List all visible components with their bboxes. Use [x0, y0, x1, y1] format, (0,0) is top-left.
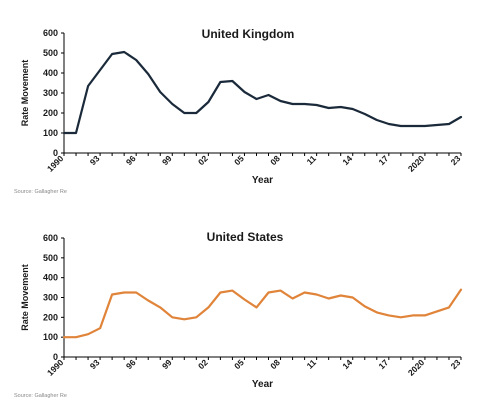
chart-1-y-tick-label: 300	[43, 88, 58, 98]
chart-1-title: United Kingdom	[202, 27, 295, 41]
chart-2-y-tick-label: 500	[43, 253, 58, 263]
chart-1-y-tick-label: 0	[53, 148, 58, 158]
chart-1-y-tick-label: 600	[43, 28, 58, 38]
chart-2-y-tick-label: 400	[43, 273, 58, 283]
chart-2-series-line	[62, 288, 463, 339]
chart-1-source-note: Source: Gallagher Re	[14, 189, 67, 195]
chart-2-x-axis-label: Year	[252, 379, 273, 390]
chart-2-y-tick-label: 0	[53, 352, 58, 362]
chart-1-x-tick-label: 2020	[406, 153, 427, 174]
chart-1-series-line	[62, 50, 463, 135]
chart-1-y-tick-label: 400	[43, 68, 58, 78]
chart-2-y-axis-label: Rate Movement	[20, 264, 30, 331]
chart-1-y-tick-label: 100	[43, 128, 58, 138]
chart-1-x-tick-label: 1990	[45, 153, 66, 174]
chart-2-source-note: Source: Gallagher Re	[14, 393, 67, 399]
chart-2-x-tick-label: 2020	[406, 357, 427, 378]
chart-2-x-tick-label: 1990	[45, 357, 66, 378]
chart-1-x-axis-label: Year	[252, 175, 273, 186]
chart-2-y-tick-label: 300	[43, 293, 58, 303]
chart-2-y-tick-label: 600	[43, 233, 58, 243]
chart-1-y-tick-label: 500	[43, 48, 58, 58]
chart-2-y-tick-label: 200	[43, 312, 58, 322]
chart-1-y-axis-label: Rate Movement	[20, 60, 30, 127]
chart-2-title: United States	[207, 230, 284, 244]
chart-2-y-tick-label: 100	[43, 332, 58, 342]
chart-1-y-tick-label: 200	[43, 108, 58, 118]
